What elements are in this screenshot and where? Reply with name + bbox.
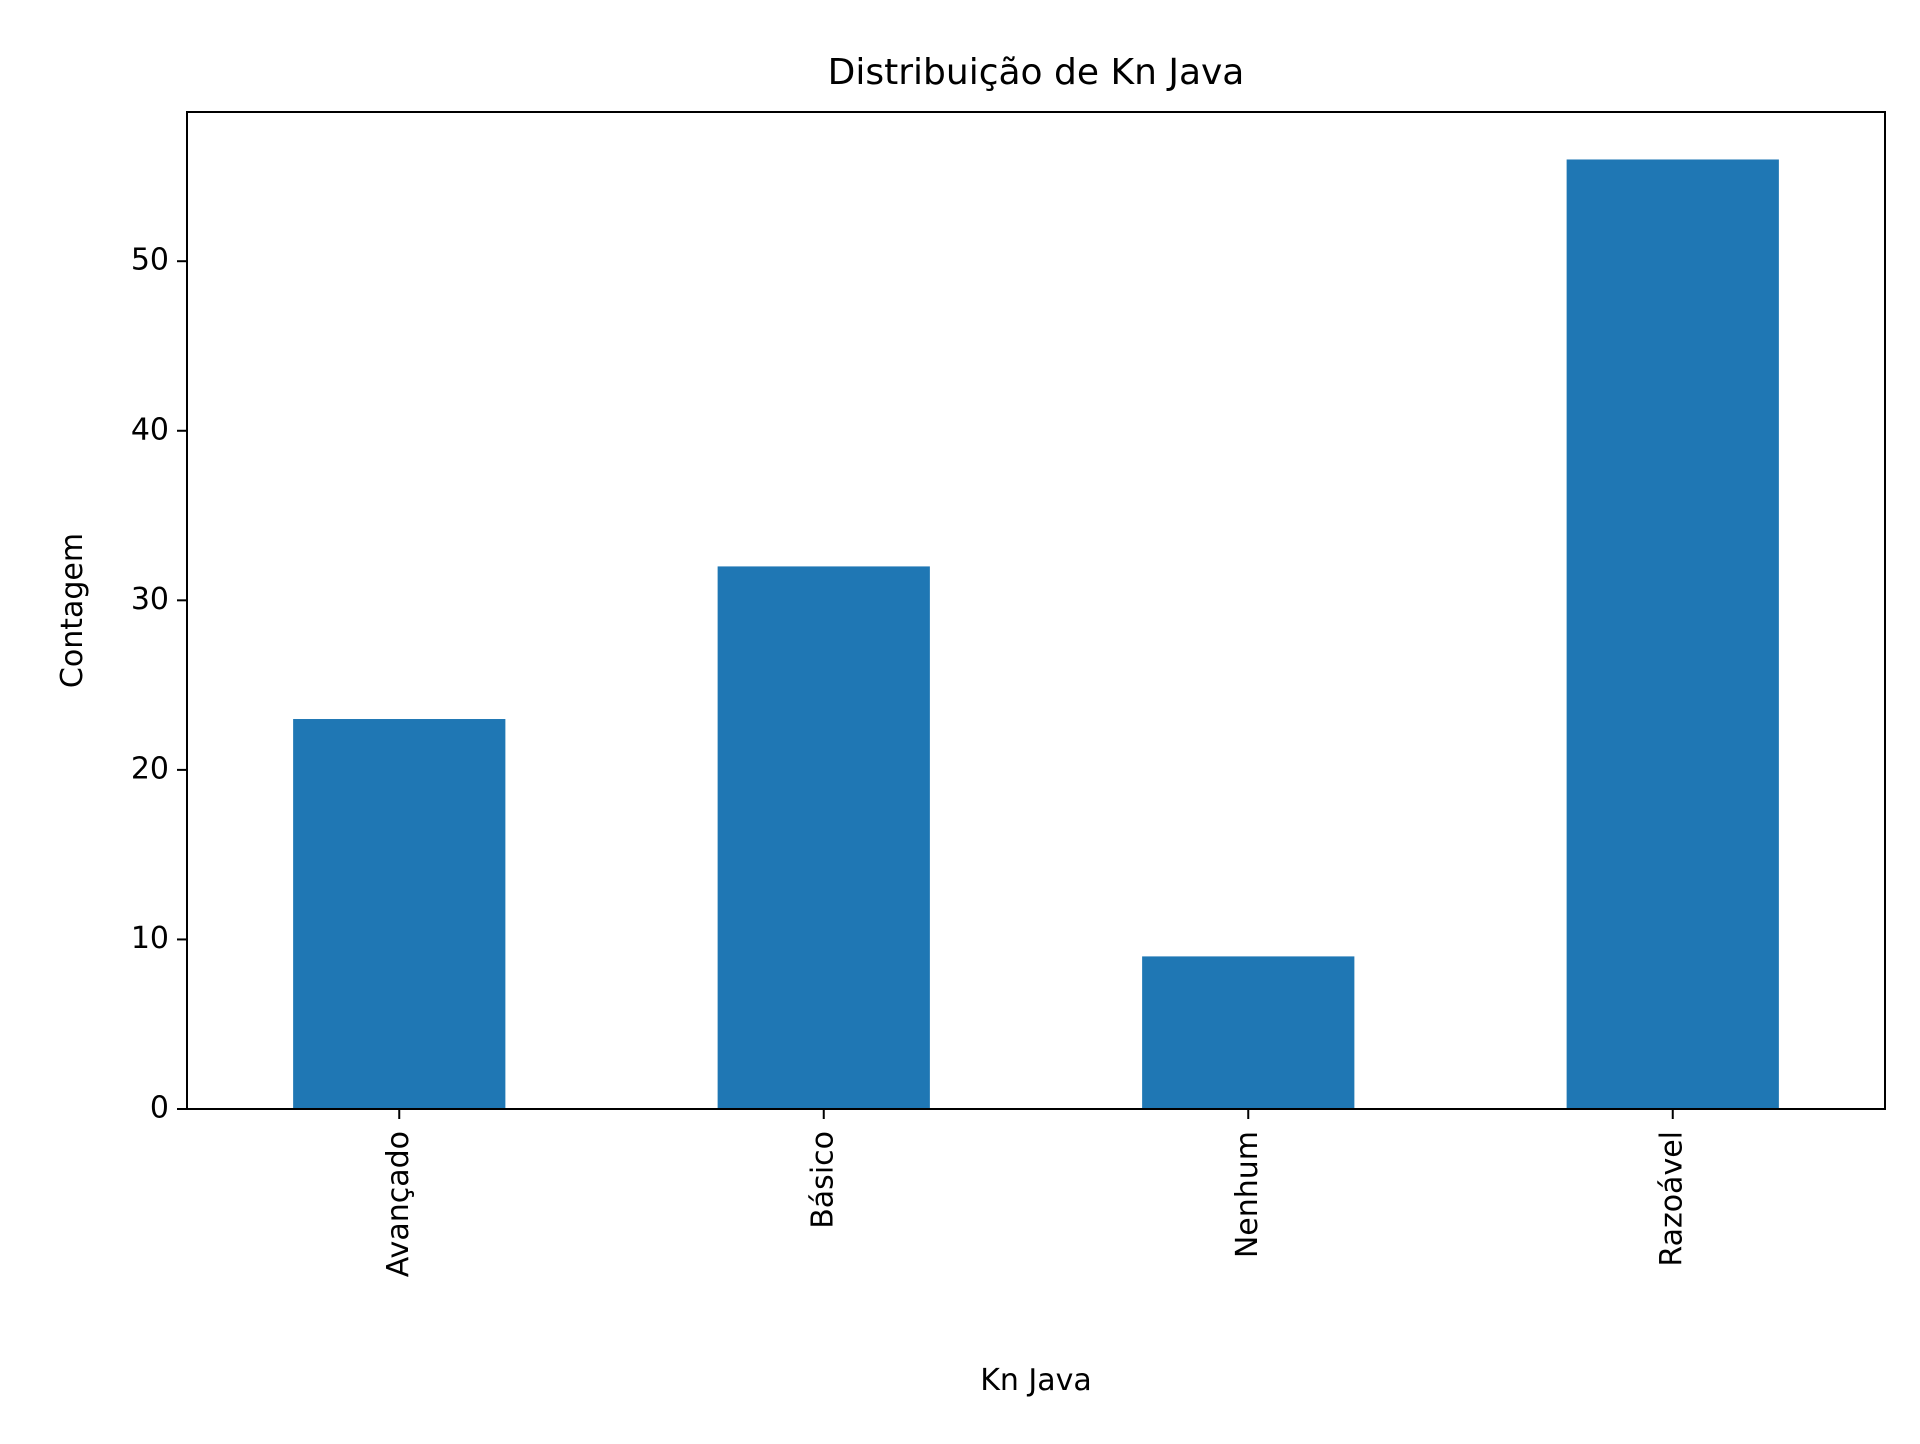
x-axis-label: Kn Java (980, 1363, 1092, 1398)
y-tick-label: 40 (131, 412, 169, 447)
y-tick-label: 50 (131, 243, 169, 278)
bar (717, 566, 930, 1109)
y-axis-label: Contagem (55, 533, 90, 688)
bar (1142, 956, 1355, 1109)
y-tick-label: 0 (150, 1091, 169, 1126)
plot-frame (186, 111, 1886, 1110)
x-axis-ticks: Avançado Básico Nenhum Razoável (381, 1109, 1689, 1277)
y-tick-label: 30 (131, 582, 169, 617)
bar (1566, 159, 1779, 1109)
y-axis-ticks: 0 10 20 30 40 50 (131, 243, 187, 1126)
bar (293, 719, 506, 1109)
x-tick-label: Avançado (381, 1131, 416, 1277)
y-tick-label: 10 (131, 921, 169, 956)
chart-title: Distribuição de Kn Java (828, 52, 1245, 93)
x-tick-label: Nenhum (1230, 1131, 1265, 1258)
y-tick-label: 20 (131, 751, 169, 786)
x-tick-label: Básico (805, 1131, 840, 1229)
x-tick-label: Razoável (1654, 1131, 1689, 1267)
bars (293, 159, 1779, 1109)
